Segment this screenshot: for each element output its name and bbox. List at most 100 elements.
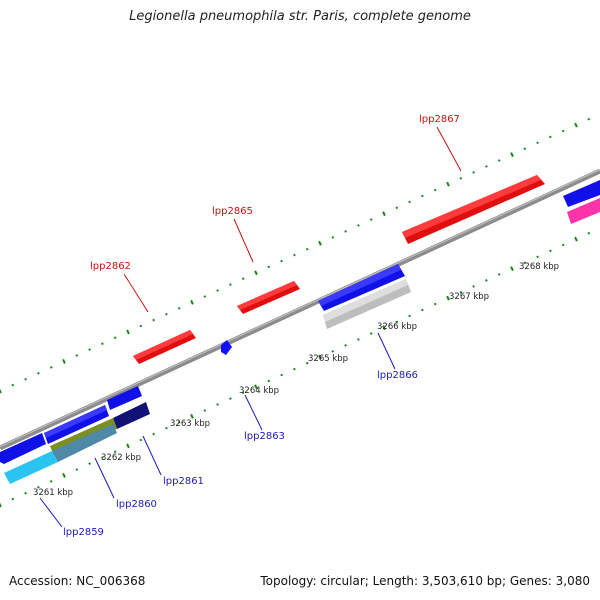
- upper-tick: [165, 312, 168, 316]
- navy-gene-bar[interactable]: [113, 402, 150, 429]
- scale-label: 3263 kbp: [170, 419, 210, 429]
- scale-label: 3265 kbp: [308, 354, 348, 364]
- upper-tick: [382, 211, 386, 217]
- upper-tick: [459, 176, 463, 180]
- reverse-gene-leader-line: [244, 394, 263, 431]
- gray-gene-bar[interactable]: [323, 279, 411, 329]
- upper-tick: [190, 299, 194, 305]
- forward-gene-label-lpp2862[interactable]: lpp2862: [90, 261, 131, 272]
- lower-tick: [0, 502, 2, 508]
- upper-tick: [101, 342, 104, 346]
- scale-label: 3266 kbp: [377, 322, 417, 332]
- reverse-gene-label-lpp2859[interactable]: lpp2859: [63, 527, 104, 538]
- reverse-gene-label-lpp2866[interactable]: lpp2866: [377, 370, 418, 381]
- lower-tick: [293, 367, 296, 371]
- reverse-gene-lpp2859-arrow[interactable]: [0, 433, 46, 464]
- upper-tick: [574, 122, 578, 128]
- forward-gene-leader-line: [233, 218, 254, 263]
- upper-tick: [139, 324, 143, 328]
- lower-tick: [75, 468, 79, 471]
- cyan-gene-bar[interactable]: [4, 424, 117, 484]
- forward-gene-leader-line: [123, 273, 149, 313]
- lower-tick: [229, 397, 232, 400]
- lower-tick: [382, 325, 386, 331]
- lower-tick: [267, 379, 271, 383]
- forward-gene-label-lpp2865[interactable]: lpp2865: [212, 206, 253, 217]
- lower-tick: [485, 279, 488, 282]
- forward-gene-lpp2862-arrow[interactable]: [133, 330, 196, 364]
- lower-tick: [344, 344, 347, 347]
- magenta-gene-bar[interactable]: [567, 198, 600, 224]
- upper-tick: [229, 283, 232, 286]
- lower-tick: [408, 314, 411, 318]
- lower-tick: [433, 302, 437, 306]
- reverse-gene-label-lpp2863[interactable]: lpp2863: [244, 431, 285, 442]
- upper-tick: [421, 194, 424, 198]
- upper-tick: [280, 259, 283, 263]
- upper-tick: [331, 236, 335, 239]
- lower-tick: [126, 443, 130, 449]
- upper-tick: [88, 348, 91, 351]
- upper-tick: [395, 206, 399, 210]
- upper-tick: [49, 366, 53, 369]
- upper-tick: [446, 181, 450, 187]
- reverse-gene-leader-line: [377, 332, 396, 370]
- topology-text: Topology: circular; Length: 3,503,610 bp…: [260, 574, 590, 588]
- reverse-gene-label-lpp2860[interactable]: lpp2860: [116, 499, 157, 510]
- lower-tick: [318, 354, 322, 360]
- lower-tick: [49, 480, 53, 483]
- reverse-gene-lpp2860-arrow[interactable]: [44, 405, 109, 444]
- lower-tick: [549, 249, 552, 253]
- forward-gene-label-lpp2867[interactable]: lpp2867: [419, 114, 460, 125]
- lower-tick: [203, 409, 207, 412]
- upper-tick: [177, 306, 181, 310]
- lower-tick: [254, 384, 258, 390]
- lower-tick: [357, 338, 360, 341]
- reverse-gene-edge-top-arrow[interactable]: [563, 180, 600, 207]
- reverse-gene-lpp2861-arrow[interactable]: [107, 386, 142, 410]
- upper-tick: [37, 371, 40, 375]
- upper-tick: [357, 224, 360, 227]
- lower-tick: [369, 332, 373, 335]
- reverse-gene-label-lpp2861[interactable]: lpp2861: [163, 476, 204, 487]
- forward-gene-lpp2867-arrow[interactable]: [402, 175, 545, 244]
- lower-tick: [139, 438, 143, 442]
- genome-backbone-highlight: [0, 169, 600, 448]
- lower-tick: [510, 266, 514, 272]
- lower-tick: [587, 231, 591, 235]
- upper-tick: [561, 129, 565, 133]
- upper-tick: [126, 329, 130, 335]
- scale-labels: 3261 kbp 3262 kbp 3263 kbp 3264 kbp 3265 kbp…: [33, 262, 559, 498]
- lower-tick: [395, 320, 399, 324]
- upper-tick: [587, 117, 591, 121]
- lower-tick: [177, 420, 181, 424]
- upper-tick: [523, 147, 527, 151]
- upper-tick-track: [0, 117, 591, 394]
- upper-tick: [254, 270, 258, 276]
- scale-label: 3268 kbp: [519, 262, 559, 272]
- map-title: Legionella pneumophila str. Paris, compl…: [129, 9, 471, 24]
- accession-text: Accession: NC_006368: [9, 574, 146, 588]
- upper-tick: [472, 171, 475, 174]
- lower-tick: [472, 285, 475, 288]
- lower-tick: [190, 413, 194, 419]
- scale-label: 3262 kbp: [101, 453, 141, 463]
- forward-gene-leader-line: [436, 126, 462, 172]
- scale-label: 3267 kbp: [449, 292, 489, 302]
- forward-gene-lpp2865-arrow[interactable]: [237, 281, 300, 314]
- lower-tick: [459, 290, 463, 294]
- reverse-gene-small-arrow[interactable]: [221, 340, 232, 355]
- lower-tick: [101, 456, 104, 460]
- reverse-gene-lpp2866-arrow[interactable]: [318, 264, 405, 311]
- upper-tick: [433, 188, 437, 192]
- scale-label: 3261 kbp: [33, 488, 73, 498]
- upper-tick: [344, 230, 347, 233]
- upper-tick: [216, 289, 219, 292]
- lower-tick: [241, 391, 245, 395]
- upper-tick: [152, 318, 155, 322]
- scale-label: 3264 kbp: [239, 386, 279, 396]
- upper-tick: [510, 152, 514, 158]
- upper-tick: [369, 218, 373, 221]
- lower-tick: [305, 361, 309, 365]
- lower-tick: [165, 426, 168, 430]
